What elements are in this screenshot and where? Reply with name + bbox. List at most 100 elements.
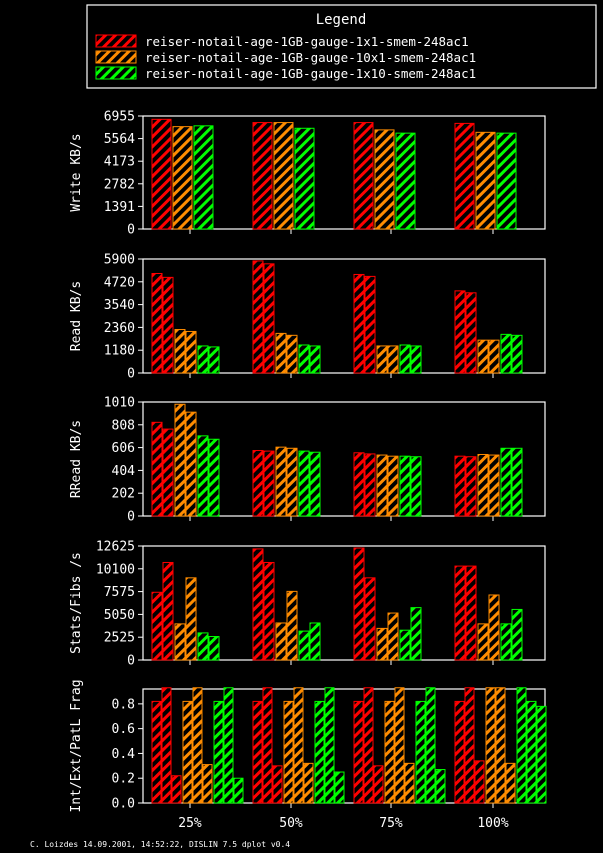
y-tick-label: 5900 bbox=[104, 253, 135, 268]
bar bbox=[511, 334, 523, 374]
bar bbox=[275, 332, 287, 374]
legend-entry-label: reiser-notail-age-1GB-gauge-1x10-smem-24… bbox=[145, 66, 476, 81]
bar bbox=[384, 700, 395, 804]
x-tick-label: 25% bbox=[178, 816, 202, 831]
chart-panel: 0 1180 2360 3540 4720 5900 Read KB/s bbox=[69, 253, 546, 382]
chart-panel: 0 1391 2782 4173 5564 6955 Write KB/s bbox=[69, 110, 546, 238]
bar bbox=[394, 687, 405, 804]
bar bbox=[294, 127, 315, 230]
bar bbox=[465, 292, 477, 374]
bar bbox=[309, 451, 321, 517]
x-tick-label: 100% bbox=[477, 816, 508, 831]
bar bbox=[364, 275, 376, 374]
bar bbox=[151, 421, 163, 517]
bar bbox=[262, 687, 273, 804]
y-tick-label: 0 bbox=[127, 654, 135, 669]
y-tick-label: 1010 bbox=[104, 396, 135, 411]
bar bbox=[364, 453, 376, 517]
bar bbox=[465, 456, 477, 517]
bar bbox=[298, 344, 310, 374]
bar bbox=[454, 700, 465, 804]
bar bbox=[353, 547, 365, 661]
bar bbox=[500, 447, 512, 517]
y-tick-label: 2782 bbox=[104, 177, 135, 192]
legend-entry-label: reiser-notail-age-1GB-gauge-10x1-smem-24… bbox=[145, 50, 476, 65]
bar bbox=[496, 132, 517, 230]
bar bbox=[353, 452, 365, 517]
y-tick-label: 0.6 bbox=[112, 722, 135, 737]
y-tick-label: 7575 bbox=[104, 585, 135, 600]
bar bbox=[197, 435, 209, 517]
bar bbox=[252, 260, 264, 374]
legend-swatch bbox=[95, 34, 137, 48]
y-tick-label: 6955 bbox=[104, 110, 135, 125]
bar bbox=[373, 765, 384, 804]
y-axis-label: Write KB/s bbox=[69, 133, 84, 211]
bar bbox=[324, 687, 335, 804]
y-tick-label: 0 bbox=[127, 510, 135, 525]
bar bbox=[293, 687, 304, 804]
bar bbox=[387, 612, 399, 661]
y-tick-label: 2360 bbox=[104, 321, 135, 336]
y-axis-label: Read KB/s bbox=[69, 281, 84, 351]
bar bbox=[298, 450, 310, 517]
legend-entry-label: reiser-notail-age-1GB-gauge-1x1-smem-248… bbox=[145, 34, 469, 49]
bar bbox=[435, 769, 446, 804]
bar bbox=[263, 450, 275, 517]
bar bbox=[410, 345, 422, 374]
bar bbox=[454, 565, 466, 661]
plot-frame bbox=[142, 545, 546, 661]
bar bbox=[252, 122, 273, 230]
chart-panel: 0 2525 5050 7575 10100 12625 Stats/Fibs /s bbox=[69, 540, 546, 669]
bar bbox=[399, 629, 411, 661]
bar bbox=[213, 700, 224, 804]
bar bbox=[454, 455, 466, 517]
bar bbox=[185, 577, 197, 661]
legend-box bbox=[86, 4, 597, 89]
bar bbox=[162, 428, 174, 517]
bar bbox=[286, 447, 298, 517]
bar bbox=[485, 687, 496, 804]
bar bbox=[465, 565, 477, 661]
bar bbox=[252, 548, 264, 661]
y-tick-label: 0.4 bbox=[112, 747, 136, 762]
bar bbox=[454, 290, 466, 374]
bar bbox=[233, 777, 244, 804]
bar bbox=[363, 687, 374, 804]
bar bbox=[298, 630, 310, 661]
x-axis-labels: 25% 50% 75% 100% bbox=[178, 816, 509, 831]
bar bbox=[353, 700, 364, 804]
y-tick-label: 3540 bbox=[104, 298, 135, 313]
bar bbox=[151, 700, 162, 804]
bar bbox=[477, 339, 489, 374]
bar bbox=[208, 636, 220, 661]
bar bbox=[536, 705, 547, 804]
bar bbox=[500, 623, 512, 661]
y-tick-label: 1391 bbox=[104, 200, 135, 215]
bar bbox=[174, 623, 186, 661]
bar bbox=[500, 333, 512, 374]
bar bbox=[223, 687, 234, 804]
bar bbox=[374, 129, 395, 230]
bar bbox=[376, 454, 388, 517]
bar bbox=[252, 700, 263, 804]
bar bbox=[197, 345, 209, 374]
bar bbox=[477, 453, 489, 517]
bar bbox=[464, 687, 475, 804]
bar bbox=[172, 126, 193, 230]
legend-entry: reiser-notail-age-1GB-gauge-1x10-smem-24… bbox=[95, 66, 476, 81]
y-tick-label: 404 bbox=[112, 464, 136, 479]
bar bbox=[303, 762, 314, 804]
bar bbox=[376, 345, 388, 374]
bar bbox=[454, 122, 475, 230]
bar bbox=[208, 346, 220, 374]
legend-swatch bbox=[95, 66, 137, 80]
y-tick-label: 0 bbox=[127, 223, 135, 238]
legend-title: Legend bbox=[316, 12, 367, 28]
y-tick-label: 4720 bbox=[104, 275, 135, 290]
bar bbox=[171, 775, 182, 804]
bar bbox=[192, 687, 203, 804]
bar bbox=[185, 330, 197, 374]
chart-panel: 0.0 0.2 0.4 0.6 0.8 Int/Ext/PatL Frag bbox=[69, 679, 547, 813]
